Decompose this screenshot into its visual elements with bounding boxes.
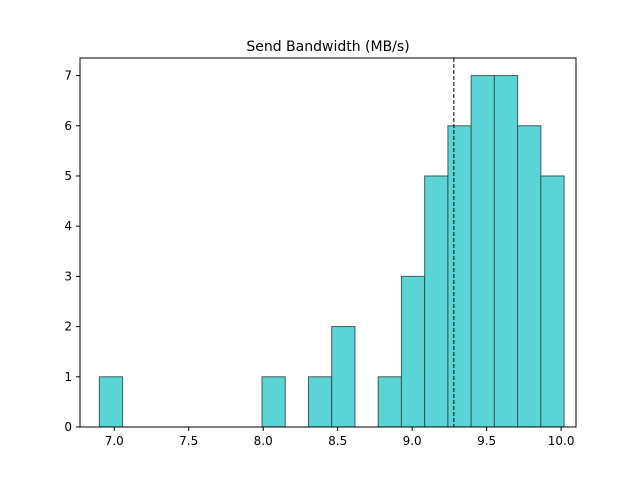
x-tick-label: 7.0	[105, 434, 124, 448]
y-tick-label: 0	[64, 420, 72, 434]
histogram-bar-0	[98, 376, 124, 428]
y-tick-label: 6	[64, 119, 72, 133]
histogram-bar-19	[540, 175, 565, 428]
y-axis: 0 1 2 3 4 5 6 7	[64, 69, 80, 434]
x-tick-label: 7.5	[179, 434, 198, 448]
y-tick-label: 3	[64, 269, 72, 283]
histogram-bar-15	[447, 125, 472, 428]
plot-frame	[79, 57, 577, 428]
y-tick-label: 1	[64, 370, 72, 384]
histogram-bar-13	[400, 275, 426, 428]
x-tick-label: 9.0	[403, 434, 422, 448]
histogram-bar-10	[331, 326, 356, 428]
y-tick-label: 2	[64, 320, 72, 334]
histogram-bar-14	[424, 175, 449, 428]
chart-title: Send Bandwidth (MB/s)	[246, 39, 409, 55]
y-tick-label: 4	[64, 219, 72, 233]
histogram-bar-12	[377, 376, 402, 428]
histogram-bar-17	[493, 75, 519, 428]
x-axis: 7.0 7.5 8.0 8.5 9.0 9.5 10.0	[105, 427, 575, 448]
histogram-bar-18	[517, 125, 542, 428]
histogram-bar-16	[470, 75, 495, 428]
y-tick-label: 5	[64, 169, 72, 183]
x-tick-label: 8.0	[254, 434, 273, 448]
y-tick-label: 7	[64, 69, 72, 83]
x-tick-label: 8.5	[328, 434, 347, 448]
x-tick-label: 9.5	[477, 434, 496, 448]
histogram-bar-7	[261, 376, 286, 428]
histogram-bar-9	[307, 376, 333, 428]
x-tick-label: 10.0	[548, 434, 575, 448]
